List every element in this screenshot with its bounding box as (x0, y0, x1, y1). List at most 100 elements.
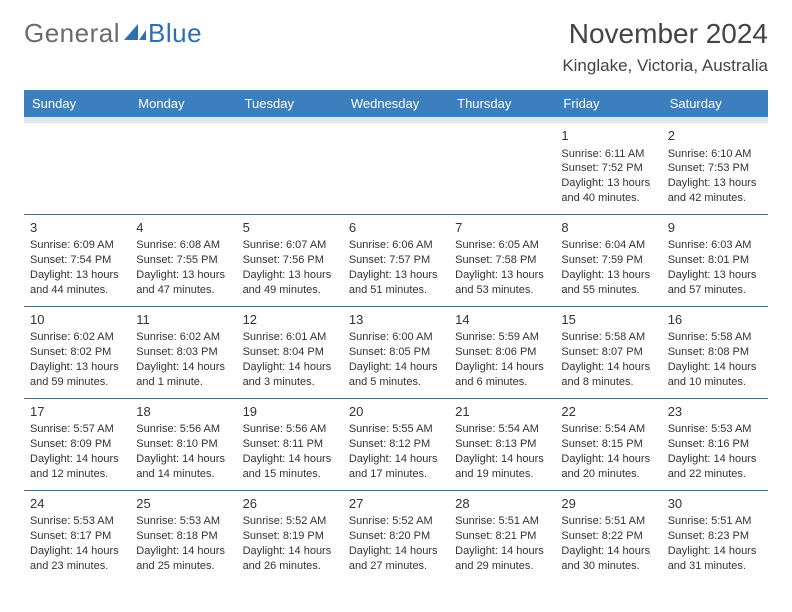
calendar-cell: 6Sunrise: 6:06 AMSunset: 7:57 PMDaylight… (343, 214, 449, 306)
sunrise-text: Sunrise: 5:52 AM (349, 514, 443, 529)
daylight-text: Daylight: 14 hours and 22 minutes. (668, 452, 762, 482)
calendar-cell: 2 Sunrise: 6:10 AMSunset: 7:53 PMDaylight… (662, 120, 768, 214)
daylight-text: Daylight: 14 hours and 17 minutes. (349, 452, 443, 482)
sunset-text: Sunset: 8:07 PM (561, 345, 655, 360)
calendar-cell: 8Sunrise: 6:04 AMSunset: 7:59 PMDaylight… (555, 214, 661, 306)
daylight-text: Daylight: 14 hours and 31 minutes. (668, 544, 762, 574)
location: Kinglake, Victoria, Australia (562, 56, 768, 76)
day-number: 26 (243, 495, 337, 513)
calendar-cell: 3Sunrise: 6:09 AMSunset: 7:54 PMDaylight… (24, 214, 130, 306)
sunset-text: Sunset: 8:20 PM (349, 529, 443, 544)
calendar-cell: 15Sunrise: 5:58 AMSunset: 8:07 PMDayligh… (555, 306, 661, 398)
sunset-text: Sunset: 8:04 PM (243, 345, 337, 360)
day-number: 20 (349, 403, 443, 421)
sunrise-text: Sunrise: 5:53 AM (668, 422, 762, 437)
calendar-cell (343, 120, 449, 214)
day-number: 1 (561, 127, 655, 145)
calendar-week: 24Sunrise: 5:53 AMSunset: 8:17 PMDayligh… (24, 490, 768, 581)
calendar-cell: 7Sunrise: 6:05 AMSunset: 7:58 PMDaylight… (449, 214, 555, 306)
calendar-cell: 22Sunrise: 5:54 AMSunset: 8:15 PMDayligh… (555, 398, 661, 490)
calendar-cell: 13Sunrise: 6:00 AMSunset: 8:05 PMDayligh… (343, 306, 449, 398)
sunrise-text: Sunrise: 6:11 AM (561, 147, 655, 162)
calendar-cell: 19Sunrise: 5:56 AMSunset: 8:11 PMDayligh… (237, 398, 343, 490)
calendar-cell: 20Sunrise: 5:55 AMSunset: 8:12 PMDayligh… (343, 398, 449, 490)
sunset-text: Sunset: 8:23 PM (668, 529, 762, 544)
daylight-text: Daylight: 13 hours and 42 minutes. (668, 176, 762, 206)
sunrise-text: Sunrise: 5:59 AM (455, 330, 549, 345)
logo-text-blue: Blue (148, 18, 202, 49)
sunrise-text: Sunrise: 6:05 AM (455, 238, 549, 253)
day-number: 17 (30, 403, 124, 421)
day-header-row: SundayMondayTuesdayWednesdayThursdayFrid… (24, 90, 768, 120)
sunrise-text: Sunrise: 5:54 AM (561, 422, 655, 437)
sunset-text: Sunset: 8:22 PM (561, 529, 655, 544)
day-number: 28 (455, 495, 549, 513)
calendar-cell: 25Sunrise: 5:53 AMSunset: 8:18 PMDayligh… (130, 490, 236, 581)
calendar-cell: 27Sunrise: 5:52 AMSunset: 8:20 PMDayligh… (343, 490, 449, 581)
sunset-text: Sunset: 8:12 PM (349, 437, 443, 452)
daylight-text: Daylight: 14 hours and 29 minutes. (455, 544, 549, 574)
daylight-text: Daylight: 13 hours and 44 minutes. (30, 268, 124, 298)
day-number: 13 (349, 311, 443, 329)
sunrise-text: Sunrise: 5:54 AM (455, 422, 549, 437)
calendar-cell: 4Sunrise: 6:08 AMSunset: 7:55 PMDaylight… (130, 214, 236, 306)
calendar-cell: 10Sunrise: 6:02 AMSunset: 8:02 PMDayligh… (24, 306, 130, 398)
header: General Blue November 2024 Kinglake, Vic… (24, 18, 768, 76)
sunset-text: Sunset: 8:13 PM (455, 437, 549, 452)
sunrise-text: Sunrise: 6:10 AM (668, 147, 762, 162)
day-number: 21 (455, 403, 549, 421)
logo: General Blue (24, 18, 202, 49)
daylight-text: Daylight: 14 hours and 10 minutes. (668, 360, 762, 390)
daylight-text: Daylight: 13 hours and 59 minutes. (30, 360, 124, 390)
sunset-text: Sunset: 8:09 PM (30, 437, 124, 452)
calendar-cell: 29Sunrise: 5:51 AMSunset: 8:22 PMDayligh… (555, 490, 661, 581)
daylight-text: Daylight: 14 hours and 23 minutes. (30, 544, 124, 574)
day-number: 6 (349, 219, 443, 237)
sunrise-text: Sunrise: 6:01 AM (243, 330, 337, 345)
day-number: 8 (561, 219, 655, 237)
calendar-cell: 1 Sunrise: 6:11 AMSunset: 7:52 PMDaylight… (555, 120, 661, 214)
sunset-text: Sunset: 8:02 PM (30, 345, 124, 360)
day-header: Sunday (24, 90, 130, 120)
day-number: 18 (136, 403, 230, 421)
day-number: 24 (30, 495, 124, 513)
sunrise-text: Sunrise: 6:03 AM (668, 238, 762, 253)
calendar-cell: 11Sunrise: 6:02 AMSunset: 8:03 PMDayligh… (130, 306, 236, 398)
sunset-text: Sunset: 8:17 PM (30, 529, 124, 544)
sunrise-text: Sunrise: 6:07 AM (243, 238, 337, 253)
sunrise-text: Sunrise: 5:53 AM (136, 514, 230, 529)
day-number: 15 (561, 311, 655, 329)
daylight-text: Daylight: 13 hours and 57 minutes. (668, 268, 762, 298)
daylight-text: Daylight: 14 hours and 12 minutes. (30, 452, 124, 482)
daylight-text: Daylight: 14 hours and 14 minutes. (136, 452, 230, 482)
day-number: 3 (30, 219, 124, 237)
sunset-text: Sunset: 7:55 PM (136, 253, 230, 268)
day-number: 2 (668, 127, 762, 145)
day-number: 29 (561, 495, 655, 513)
daylight-text: Daylight: 14 hours and 15 minutes. (243, 452, 337, 482)
sunrise-text: Sunrise: 5:51 AM (668, 514, 762, 529)
calendar-cell (24, 120, 130, 214)
daylight-text: Daylight: 13 hours and 40 minutes. (561, 176, 655, 206)
sunrise-text: Sunrise: 5:57 AM (30, 422, 124, 437)
calendar-cell (237, 120, 343, 214)
daylight-text: Daylight: 14 hours and 27 minutes. (349, 544, 443, 574)
calendar-week: 17Sunrise: 5:57 AMSunset: 8:09 PMDayligh… (24, 398, 768, 490)
calendar-cell: 9Sunrise: 6:03 AMSunset: 8:01 PMDaylight… (662, 214, 768, 306)
day-number: 25 (136, 495, 230, 513)
sunset-text: Sunset: 7:52 PM (561, 161, 655, 176)
sunrise-text: Sunrise: 5:58 AM (668, 330, 762, 345)
calendar-cell: 14Sunrise: 5:59 AMSunset: 8:06 PMDayligh… (449, 306, 555, 398)
day-header: Tuesday (237, 90, 343, 120)
sunrise-text: Sunrise: 6:02 AM (30, 330, 124, 345)
sunset-text: Sunset: 8:19 PM (243, 529, 337, 544)
calendar-cell: 21Sunrise: 5:54 AMSunset: 8:13 PMDayligh… (449, 398, 555, 490)
sunset-text: Sunset: 7:53 PM (668, 161, 762, 176)
day-number: 4 (136, 219, 230, 237)
day-number: 12 (243, 311, 337, 329)
sunset-text: Sunset: 8:18 PM (136, 529, 230, 544)
calendar-table: SundayMondayTuesdayWednesdayThursdayFrid… (24, 90, 768, 582)
day-number: 9 (668, 219, 762, 237)
sunrise-text: Sunrise: 5:51 AM (561, 514, 655, 529)
calendar-cell: 5Sunrise: 6:07 AMSunset: 7:56 PMDaylight… (237, 214, 343, 306)
